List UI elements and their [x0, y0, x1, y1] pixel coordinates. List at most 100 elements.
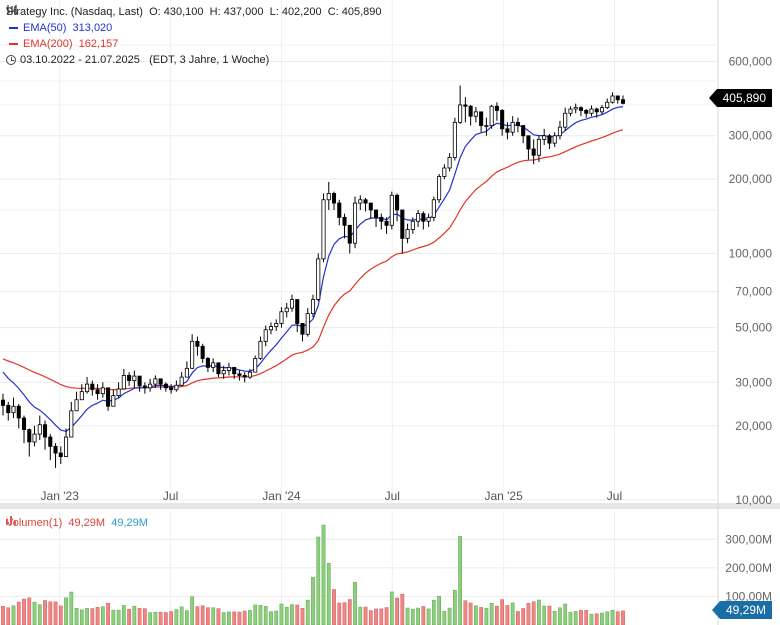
- candle-body: [536, 138, 541, 156]
- candle-body: [500, 110, 505, 130]
- candle-body: [242, 375, 247, 378]
- candle-body: [321, 199, 326, 260]
- volume-bar: [552, 611, 557, 625]
- candle-body: [64, 436, 69, 457]
- candle-body: [237, 373, 242, 376]
- volume-bars-icon: [6, 516, 16, 525]
- candle-body: [116, 388, 121, 397]
- volume-bar: [64, 597, 68, 625]
- volume-bar: [584, 610, 589, 625]
- candle-body: [484, 125, 489, 127]
- candle-body: [43, 424, 48, 438]
- candle-body: [557, 126, 562, 137]
- volume-tick-label: 100,00M: [725, 589, 772, 603]
- y-tick-label: 600,000: [729, 55, 773, 69]
- volume-bar: [200, 605, 205, 625]
- candle-body: [216, 362, 221, 375]
- volume-bar: [573, 611, 578, 625]
- volume-bar: [153, 611, 158, 625]
- x-tick-label: Jul: [163, 489, 178, 503]
- volume-bar: [300, 608, 305, 625]
- volume-bar: [479, 607, 484, 625]
- candle-body: [605, 101, 610, 109]
- candle-body: [479, 111, 484, 126]
- candle-body: [563, 112, 568, 128]
- candle-body: [48, 436, 53, 447]
- candle-body: [358, 199, 363, 204]
- candle-body: [90, 383, 95, 391]
- candle-body: [11, 405, 16, 414]
- volume-bar: [368, 610, 373, 625]
- candle-body: [431, 199, 436, 218]
- volume-bar: [358, 606, 363, 625]
- candle-body: [573, 107, 578, 110]
- candle-body: [368, 202, 373, 211]
- ema200-swatch: [9, 43, 18, 46]
- y-tick-label: 100,000: [729, 246, 773, 260]
- candle-body: [379, 216, 384, 222]
- candle-body: [494, 105, 499, 111]
- volume-bar: [227, 611, 231, 625]
- volume-bar: [206, 607, 210, 625]
- volume-bar: [85, 608, 89, 625]
- volume-legend[interactable]: Volumen(1) 49,29M 49,29M: [6, 516, 148, 530]
- ohlc-legend: Strategy Inc. (Nasdaq, Last) O: 430,100 …: [6, 5, 382, 19]
- volume-bar: [437, 595, 441, 625]
- volume-bar: [232, 611, 237, 625]
- volume-bar: [132, 605, 137, 625]
- volume-bar: [605, 611, 610, 625]
- candle-body: [447, 157, 452, 169]
- volume-bar: [179, 606, 184, 625]
- candle-body: [200, 345, 205, 359]
- volume-bar: [248, 610, 252, 625]
- volume-bar: [463, 600, 468, 625]
- volume-bar: [600, 612, 604, 625]
- candle-body: [258, 340, 263, 359]
- candle-body: [416, 213, 421, 222]
- date-range-note: (EDT, 3 Jahre, 1 Woche): [149, 54, 270, 66]
- candle-body: [279, 311, 284, 324]
- volume-bar: [431, 599, 436, 625]
- candle-body: [552, 135, 557, 144]
- candle-body: [395, 194, 400, 211]
- candle-body: [305, 313, 310, 335]
- volume-bar: [100, 606, 105, 625]
- volume-bar: [258, 605, 263, 625]
- volume-bar: [379, 608, 384, 625]
- volume-bar: [563, 603, 568, 625]
- y-tick-label: 200,000: [729, 172, 773, 186]
- volume-bar: [474, 605, 478, 625]
- volume-bar: [332, 589, 336, 625]
- candle-body: [310, 299, 316, 315]
- volume-bar: [421, 606, 426, 625]
- ema50-value: 313,020: [72, 22, 113, 34]
- ema200-legend[interactable]: EMA(200) 162,157: [9, 37, 118, 51]
- volume-bar: [79, 609, 84, 625]
- volume-bar: [11, 605, 16, 625]
- volume-bar: [558, 607, 562, 625]
- candle-body: [247, 371, 252, 378]
- volume-bar: [510, 602, 515, 625]
- volume-bar: [142, 608, 147, 625]
- candle-body: [526, 135, 531, 150]
- volume-bar: [69, 591, 74, 625]
- candle-body: [515, 121, 520, 126]
- volume-bar: [389, 591, 394, 625]
- candle-body: [468, 105, 473, 117]
- candle-body: [353, 202, 358, 244]
- volume-bar: [347, 599, 352, 625]
- volume-bar: [106, 602, 110, 625]
- date-range: 03.10.2022 - 21.07.2025 (EDT, 3 Jahre, 1…: [6, 53, 269, 67]
- candles: [0, 85, 626, 468]
- y-tick-label: 10,000: [735, 493, 772, 507]
- ema50-label: EMA(50): [23, 22, 67, 34]
- ema50-legend[interactable]: EMA(50) 313,020: [9, 21, 112, 35]
- candle-body: [337, 202, 342, 218]
- volume-bar: [342, 602, 347, 625]
- candle-body: [463, 104, 468, 107]
- candle-body: [263, 329, 268, 342]
- volume-bar: [353, 582, 357, 625]
- close-value: C: 405,890: [327, 6, 382, 18]
